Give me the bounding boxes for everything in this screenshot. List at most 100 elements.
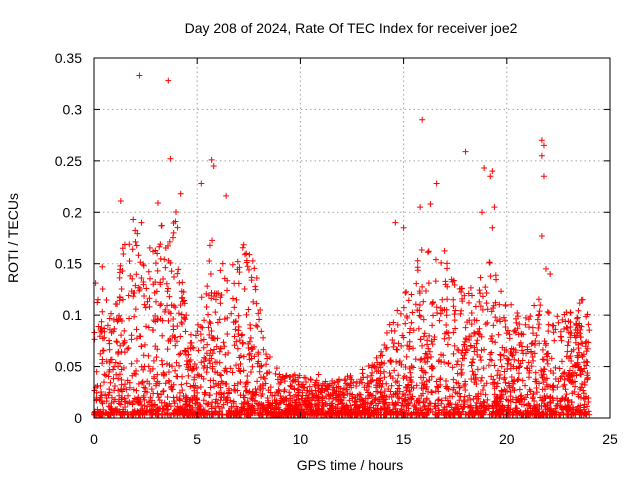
data-point bbox=[531, 302, 538, 309]
data-point bbox=[295, 381, 302, 388]
data-point bbox=[111, 325, 118, 332]
data-point bbox=[497, 371, 504, 378]
data-point bbox=[347, 374, 354, 381]
data-point bbox=[538, 152, 545, 159]
data-point bbox=[364, 380, 371, 387]
data-point bbox=[432, 411, 439, 418]
data-point bbox=[529, 353, 536, 360]
data-point bbox=[381, 400, 388, 407]
data-point bbox=[212, 309, 219, 316]
data-point bbox=[507, 365, 514, 372]
data-point bbox=[390, 343, 397, 350]
data-point bbox=[201, 407, 208, 414]
data-point bbox=[509, 378, 516, 385]
data-point bbox=[253, 400, 260, 407]
data-point bbox=[253, 275, 260, 282]
data-point bbox=[381, 341, 388, 348]
data-point bbox=[548, 355, 555, 362]
data-point bbox=[346, 397, 353, 404]
data-point bbox=[554, 313, 561, 320]
data-point bbox=[391, 367, 398, 374]
data-point bbox=[184, 366, 191, 373]
data-point bbox=[197, 411, 204, 418]
data-point bbox=[358, 411, 365, 418]
data-point bbox=[208, 156, 215, 163]
data-point bbox=[254, 323, 261, 330]
data-point bbox=[479, 293, 486, 300]
data-point bbox=[479, 306, 486, 313]
data-point bbox=[246, 351, 253, 358]
data-point bbox=[239, 407, 246, 414]
data-point bbox=[563, 391, 570, 398]
data-point bbox=[545, 328, 552, 335]
data-point bbox=[483, 300, 490, 307]
data-point bbox=[423, 351, 430, 358]
data-point bbox=[112, 359, 119, 366]
data-point bbox=[185, 411, 192, 418]
data-point bbox=[163, 280, 170, 287]
data-point bbox=[187, 363, 194, 370]
data-point bbox=[183, 380, 190, 387]
data-point bbox=[505, 327, 512, 334]
data-point bbox=[138, 379, 145, 386]
data-point bbox=[426, 377, 433, 384]
data-point bbox=[575, 345, 582, 352]
data-point bbox=[522, 314, 529, 321]
data-point bbox=[530, 330, 537, 337]
data-point bbox=[390, 319, 397, 326]
data-point bbox=[298, 383, 305, 390]
data-point bbox=[274, 376, 281, 383]
data-point bbox=[189, 404, 196, 411]
data-point bbox=[191, 384, 198, 391]
data-point bbox=[187, 356, 194, 363]
data-point bbox=[170, 302, 177, 309]
data-point bbox=[281, 386, 288, 393]
data-point bbox=[577, 371, 584, 378]
data-point bbox=[124, 377, 131, 384]
data-point bbox=[532, 338, 539, 345]
data-point bbox=[216, 348, 223, 355]
data-point bbox=[157, 241, 164, 248]
data-point bbox=[359, 404, 366, 411]
data-point bbox=[119, 245, 126, 252]
data-point bbox=[252, 386, 259, 393]
y-axis: 0 0.05 0.1 0.15 0.2 0.25 0.3 0.35 bbox=[55, 50, 610, 426]
data-point bbox=[99, 263, 106, 270]
data-point bbox=[249, 395, 256, 402]
data-point bbox=[467, 333, 474, 340]
data-point bbox=[419, 390, 426, 397]
data-point bbox=[462, 148, 469, 155]
data-point bbox=[235, 323, 242, 330]
data-point bbox=[572, 334, 579, 341]
data-point bbox=[471, 316, 478, 323]
data-point bbox=[170, 273, 177, 280]
data-point bbox=[359, 370, 366, 377]
data-point bbox=[578, 366, 585, 373]
data-point bbox=[533, 401, 540, 408]
data-point bbox=[444, 260, 451, 267]
data-point bbox=[450, 329, 457, 336]
data-point bbox=[476, 325, 483, 332]
data-point bbox=[116, 392, 123, 399]
data-point bbox=[138, 401, 145, 408]
data-point bbox=[253, 322, 260, 329]
data-point bbox=[371, 407, 378, 414]
data-point bbox=[377, 389, 384, 396]
data-point bbox=[564, 403, 571, 410]
data-point bbox=[558, 333, 565, 340]
data-point bbox=[122, 381, 129, 388]
data-point bbox=[272, 410, 279, 417]
data-point bbox=[420, 385, 427, 392]
data-point bbox=[469, 292, 476, 299]
data-point bbox=[541, 402, 548, 409]
x-tick-label: 5 bbox=[193, 431, 201, 447]
data-point bbox=[267, 389, 274, 396]
data-point bbox=[412, 301, 419, 308]
data-point bbox=[128, 360, 135, 367]
data-point bbox=[326, 382, 333, 389]
data-point bbox=[497, 351, 504, 358]
data-point bbox=[229, 369, 236, 376]
data-point bbox=[490, 411, 497, 418]
data-point bbox=[175, 310, 182, 317]
data-point bbox=[149, 397, 156, 404]
